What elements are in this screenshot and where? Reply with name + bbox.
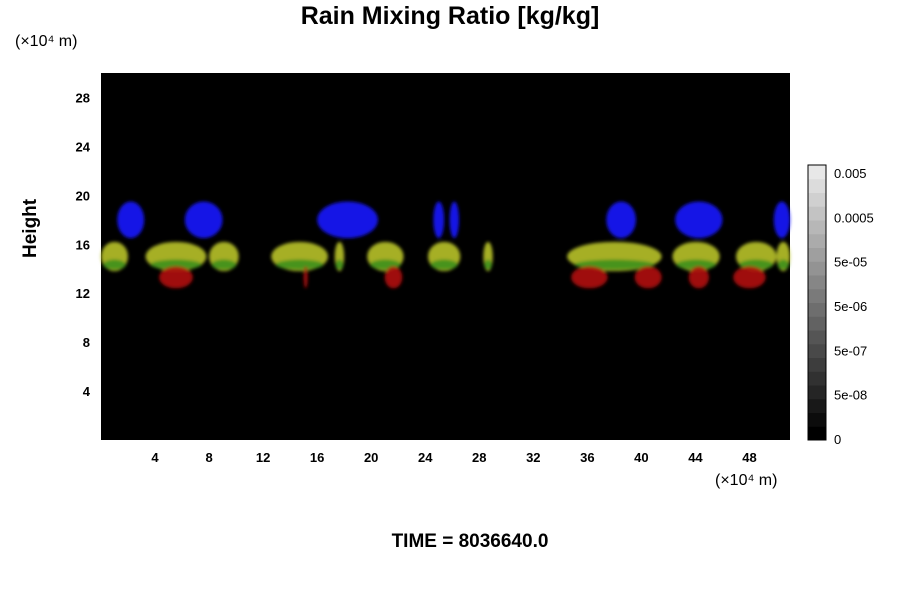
y-tick-label: 4 [83, 384, 91, 399]
colorbar-level [808, 288, 826, 303]
colorbar-tick-label: 0.0005 [834, 210, 874, 225]
colorbar-level [808, 247, 826, 262]
y-tick-label: 24 [76, 139, 91, 154]
y-tick-label: 16 [76, 237, 90, 252]
y-tick-label: 20 [76, 188, 90, 203]
colorbar-level [808, 316, 826, 331]
data-blob-edge-1-4 [335, 259, 344, 270]
data-blob-0-6 [675, 201, 723, 239]
colorbar-level [808, 412, 826, 427]
data-blob-edge-1-9 [676, 259, 717, 270]
data-blob-2-1 [303, 266, 308, 289]
data-blob-0-0 [117, 201, 145, 239]
data-blob-edge-1-11 [777, 259, 789, 270]
y-axis-ticks: 4 8 12 16 20 24 28 [76, 90, 91, 399]
y-tick-label: 28 [76, 90, 90, 105]
colorbar-tick-label: 0 [834, 432, 841, 447]
colorbar-level [808, 343, 826, 358]
data-blob-0-5 [606, 201, 636, 239]
x-tick-label: 48 [742, 450, 756, 465]
x-axis-ticks: 4 8 12 16 20 24 28 32 36 40 44 48 [151, 450, 756, 465]
colorbar-level [808, 426, 826, 441]
data-blob-2-4 [634, 266, 662, 289]
colorbar-level [808, 385, 826, 400]
data-blob-edge-1-7 [484, 259, 493, 270]
data-blob-2-3 [571, 266, 608, 289]
y-axis-unit-label: (×10⁴ m) [15, 33, 78, 50]
data-blob-2-0 [159, 266, 193, 289]
data-blob-2-2 [384, 266, 403, 289]
y-tick-label: 8 [83, 335, 90, 350]
x-tick-label: 12 [256, 450, 270, 465]
colorbar-level [808, 233, 826, 248]
data-blob-edge-1-3 [275, 259, 324, 270]
data-blobs [101, 201, 791, 289]
x-tick-label: 44 [688, 450, 703, 465]
colorbar-level [808, 206, 826, 221]
colorbar-level [808, 220, 826, 235]
x-tick-label: 28 [472, 450, 486, 465]
data-blob-0-1 [184, 201, 223, 239]
chart-title: Rain Mixing Ratio [kg/kg] [300, 2, 600, 30]
data-blob-edge-1-2 [211, 259, 237, 270]
x-tick-label: 40 [634, 450, 648, 465]
colorbar-level [808, 165, 826, 180]
colorbar-level [808, 261, 826, 276]
colorbar-level [808, 275, 826, 290]
colorbar-tick-label: 5e-08 [834, 388, 867, 403]
x-tick-label: 20 [364, 450, 378, 465]
data-blob-0-7 [773, 201, 790, 239]
colorbar-tick-label: 0.005 [834, 166, 867, 181]
x-tick-label: 4 [151, 450, 159, 465]
data-blob-edge-1-6 [430, 259, 458, 270]
colorbar-level [808, 330, 826, 345]
y-tick-label: 12 [76, 286, 90, 301]
x-tick-label: 16 [310, 450, 324, 465]
colorbar-level [808, 192, 826, 207]
x-tick-label: 24 [418, 450, 433, 465]
data-blob-edge-1-0 [103, 259, 126, 270]
colorbar-tick-label: 5e-06 [834, 299, 867, 314]
x-tick-label: 8 [205, 450, 212, 465]
time-label: TIME = 8036640.0 [391, 531, 549, 552]
colorbar: 0 5e-08 5e-07 5e-06 5e-05 0.0005 0.005 [807, 164, 874, 447]
colorbar-tick-label: 5e-05 [834, 255, 867, 270]
x-axis-unit-label: (×10⁴ m) [715, 472, 778, 489]
x-tick-label: 32 [526, 450, 540, 465]
colorbar-level [808, 302, 826, 317]
data-blob-2-5 [688, 266, 709, 289]
colorbar-level [808, 178, 826, 193]
data-blob-edge-1-1 [150, 259, 202, 270]
colorbar-level [808, 371, 826, 386]
colorbar-tick-label: 5e-07 [834, 343, 867, 358]
data-blob-2-6 [733, 266, 766, 289]
data-blob-0-2 [317, 201, 378, 239]
x-tick-label: 36 [580, 450, 594, 465]
data-blob-0-3 [433, 201, 445, 239]
colorbar-level [808, 357, 826, 372]
colorbar-border [807, 164, 827, 441]
colorbar-level [808, 398, 826, 413]
data-blob-0-4 [449, 201, 460, 239]
